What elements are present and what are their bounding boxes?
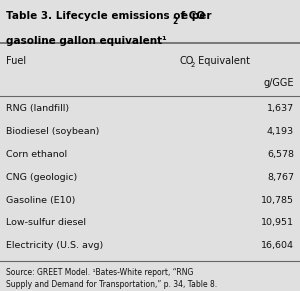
Text: 4,193: 4,193 (267, 127, 294, 136)
Text: 8,767: 8,767 (267, 173, 294, 182)
Text: Table 3. Lifecycle emissions of CO: Table 3. Lifecycle emissions of CO (6, 11, 205, 21)
Text: Gasoline (E10): Gasoline (E10) (6, 196, 75, 205)
Text: e per: e per (181, 11, 212, 21)
Text: 1,637: 1,637 (267, 104, 294, 113)
Text: gasoline gallon equivalent¹: gasoline gallon equivalent¹ (6, 36, 166, 46)
Text: g/GGE: g/GGE (263, 78, 294, 88)
Text: CNG (geologic): CNG (geologic) (6, 173, 77, 182)
Text: Biodiesel (soybean): Biodiesel (soybean) (6, 127, 99, 136)
Text: RNG (landfill): RNG (landfill) (6, 104, 69, 113)
Text: 10,951: 10,951 (261, 219, 294, 228)
Text: 10,785: 10,785 (261, 196, 294, 205)
Text: Equivalent: Equivalent (195, 56, 250, 66)
Text: 2: 2 (172, 17, 177, 26)
Text: 16,604: 16,604 (261, 241, 294, 250)
Text: 2: 2 (191, 62, 195, 68)
Text: Source: GREET Model. ¹Bates-White report, “RNG
Supply and Demand for Transportat: Source: GREET Model. ¹Bates-White report… (6, 268, 217, 289)
Text: 6,578: 6,578 (267, 150, 294, 159)
Text: Corn ethanol: Corn ethanol (6, 150, 67, 159)
Text: Fuel: Fuel (6, 56, 26, 66)
Text: Electricity (U.S. avg): Electricity (U.S. avg) (6, 241, 103, 250)
Text: CO: CO (180, 56, 194, 66)
Text: Low-sulfur diesel: Low-sulfur diesel (6, 219, 86, 228)
